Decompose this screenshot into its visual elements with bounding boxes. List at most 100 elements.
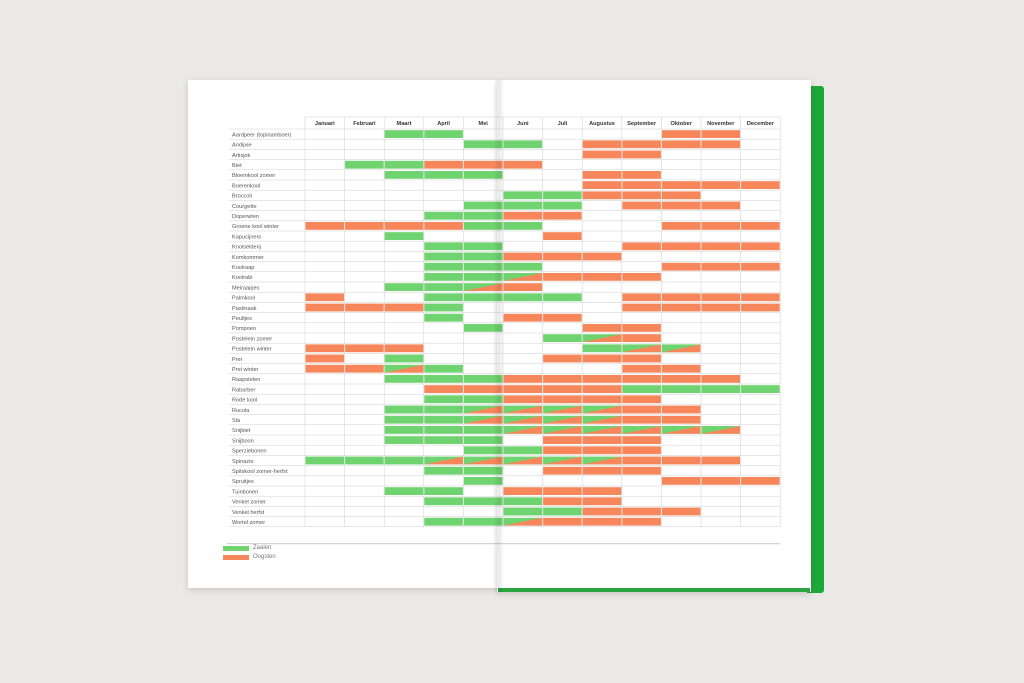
sow-cell — [463, 222, 503, 230]
harvest-cell — [384, 303, 424, 312]
harvest-cell — [582, 507, 622, 516]
harvest-cell — [543, 354, 582, 363]
sow-cell — [424, 426, 463, 434]
sow-cell — [424, 313, 463, 322]
sow-cell — [463, 415, 503, 424]
harvest-cell — [661, 242, 701, 251]
sow-cell — [384, 364, 424, 373]
harvest-cell — [622, 303, 661, 312]
harvest-cell — [543, 436, 582, 444]
harvest-cell — [582, 395, 622, 404]
crop-name: Artisjok — [232, 153, 251, 159]
harvest-cell — [424, 222, 463, 230]
month-header: Oktober — [670, 121, 692, 127]
harvest-cell — [503, 517, 543, 526]
sow-cell — [384, 426, 424, 434]
harvest-cell — [622, 171, 661, 179]
harvest-cell — [503, 405, 543, 414]
harvest-cell — [305, 293, 345, 302]
harvest-cell — [661, 364, 701, 373]
crop-name: Groene kool winter — [232, 224, 279, 230]
harvest-cell — [661, 415, 701, 424]
sow-cell — [384, 415, 424, 424]
harvest-cell — [582, 375, 622, 383]
harvest-cell — [503, 456, 543, 465]
harvest-cell — [741, 242, 780, 251]
crop-name: Spruitjes — [232, 479, 254, 485]
harvest-cell — [582, 191, 622, 200]
month-header: Februari — [353, 121, 376, 127]
harvest-cell — [701, 242, 741, 251]
harvest-cell — [503, 211, 543, 220]
sow-cell — [503, 201, 543, 210]
harvest-cell — [582, 405, 622, 414]
harvest-cell — [582, 150, 622, 159]
harvest-cell — [622, 364, 661, 373]
harvest-cell — [661, 191, 701, 200]
harvest-cell — [543, 517, 582, 526]
harvest-cell — [582, 252, 622, 261]
sow-cell — [384, 160, 424, 169]
harvest-cell — [345, 303, 384, 312]
book-cover-edge — [807, 86, 824, 593]
harvest-cell — [582, 181, 622, 189]
crop-name: Koolraap — [232, 265, 254, 271]
harvest-cell — [543, 211, 582, 220]
book-cover-bottom — [498, 588, 810, 592]
sow-cell — [384, 232, 424, 240]
harvest-cell — [503, 415, 543, 424]
sow-cell — [503, 497, 543, 506]
month-header: Augustus — [589, 121, 615, 127]
harvest-cell — [463, 415, 503, 424]
sow-cell — [424, 303, 463, 312]
harvest-cell — [503, 160, 543, 169]
harvest-cell — [622, 201, 661, 210]
sow-cell — [503, 140, 543, 149]
harvest-cell — [345, 222, 384, 230]
harvest-cell — [543, 385, 582, 393]
sow-cell — [463, 517, 503, 526]
sow-cell — [424, 242, 463, 251]
harvest-cell — [582, 324, 622, 332]
sow-cell — [424, 436, 463, 444]
harvest-cell — [582, 354, 622, 363]
crop-name: Doperwten — [232, 214, 259, 220]
harvest-cell — [622, 140, 661, 149]
harvest-cell — [622, 191, 661, 200]
sow-cell — [622, 385, 661, 393]
harvest-cell — [622, 456, 661, 465]
sow-cell — [384, 171, 424, 179]
harvest-cell — [424, 456, 463, 465]
sow-cell — [384, 487, 424, 495]
harvest-cell — [701, 477, 741, 485]
harvest-cell — [305, 344, 345, 353]
sow-cell — [384, 456, 424, 465]
harvest-cell — [661, 477, 701, 485]
sow-cell — [503, 507, 543, 516]
crop-name: Bloemkool zomer — [232, 173, 275, 179]
crop-name: Prei — [232, 357, 242, 363]
sow-cell — [503, 446, 543, 455]
book-gutter — [494, 80, 504, 592]
legend-label-harvest: Oogsten — [253, 554, 276, 560]
harvest-cell — [305, 354, 345, 363]
harvest-cell — [582, 446, 622, 455]
month-header: Juni — [517, 121, 529, 127]
harvest-cell — [345, 364, 384, 373]
harvest-cell — [543, 252, 582, 261]
sow-cell — [463, 466, 503, 475]
harvest-cell — [582, 497, 622, 506]
harvest-cell — [701, 426, 741, 434]
harvest-cell — [582, 334, 622, 342]
sow-cell — [424, 395, 463, 404]
sow-cell — [661, 385, 701, 393]
crop-name: Rode kool — [232, 398, 257, 404]
harvest-cell — [622, 426, 661, 434]
sow-cell — [384, 375, 424, 383]
harvest-cell — [424, 160, 463, 169]
crop-name: Venkel herfst — [232, 510, 265, 516]
sow-cell — [384, 283, 424, 291]
sow-cell — [424, 487, 463, 495]
sow-cell — [424, 405, 463, 414]
harvest-cell — [503, 313, 543, 322]
